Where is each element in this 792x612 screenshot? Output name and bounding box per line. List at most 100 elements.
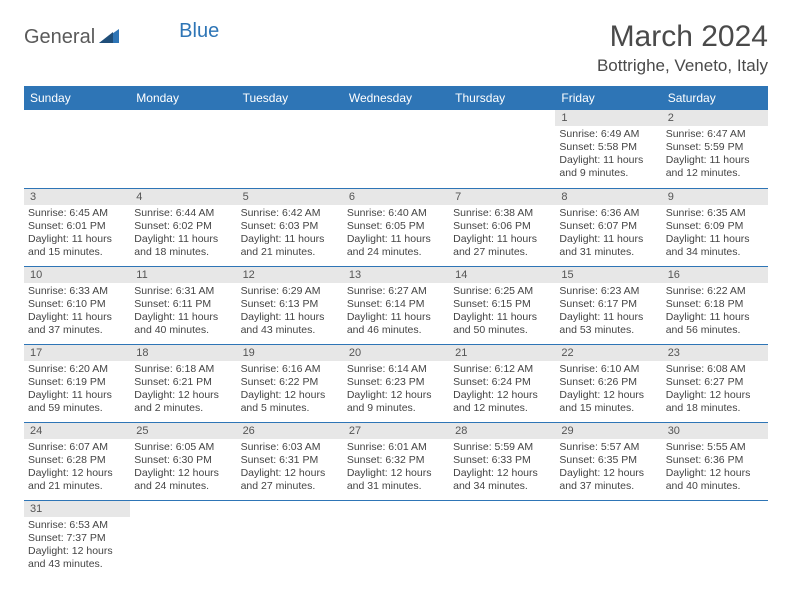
day-number: 11	[130, 267, 236, 283]
day-number: 18	[130, 345, 236, 361]
calendar-day: 17Sunrise: 6:20 AMSunset: 6:19 PMDayligh…	[24, 344, 130, 422]
calendar-day: 31Sunrise: 6:53 AMSunset: 7:37 PMDayligh…	[24, 500, 130, 578]
day-number: 16	[662, 267, 768, 283]
day-number: 26	[237, 423, 343, 439]
calendar-day: 14Sunrise: 6:25 AMSunset: 6:15 PMDayligh…	[449, 266, 555, 344]
calendar-week: 3Sunrise: 6:45 AMSunset: 6:01 PMDaylight…	[24, 188, 768, 266]
day-header: Thursday	[449, 86, 555, 110]
calendar-empty	[449, 500, 555, 578]
sunrise-text: Sunrise: 5:57 AM	[559, 441, 657, 454]
calendar-day: 25 Sunrise: 6:05 AMSunset: 6:30 PMDayligh…	[130, 422, 236, 500]
calendar-day: 12Sunrise: 6:29 AMSunset: 6:13 PMDayligh…	[237, 266, 343, 344]
sunset-text: Sunset: 6:09 PM	[666, 220, 764, 233]
day-details: Sunrise: 6:27 AMSunset: 6:14 PMDaylight:…	[343, 283, 449, 342]
sunset-text: Sunset: 6:15 PM	[453, 298, 551, 311]
calendar-day: 4Sunrise: 6:44 AMSunset: 6:02 PMDaylight…	[130, 188, 236, 266]
sunset-text: Sunset: 6:10 PM	[28, 298, 126, 311]
location-text: Bottrighe, Veneto, Italy	[597, 56, 768, 76]
daylight-text: Daylight: 12 hours and 37 minutes.	[559, 467, 657, 493]
sunset-text: Sunset: 6:30 PM	[134, 454, 232, 467]
calendar-day: 27Sunrise: 6:01 AMSunset: 6:32 PMDayligh…	[343, 422, 449, 500]
calendar-empty	[130, 500, 236, 578]
day-details: Sunrise: 6:38 AMSunset: 6:06 PMDaylight:…	[449, 205, 555, 264]
day-details: Sunrise: 6:33 AMSunset: 6:10 PMDaylight:…	[24, 283, 130, 342]
calendar-day: 13Sunrise: 6:27 AMSunset: 6:14 PMDayligh…	[343, 266, 449, 344]
day-number: 28	[449, 423, 555, 439]
sunset-text: Sunset: 6:31 PM	[241, 454, 339, 467]
daylight-text: Daylight: 12 hours and 34 minutes.	[453, 467, 551, 493]
day-header: Tuesday	[237, 86, 343, 110]
day-details: Sunrise: 6:25 AMSunset: 6:15 PMDaylight:…	[449, 283, 555, 342]
sunset-text: Sunset: 7:37 PM	[28, 532, 126, 545]
daylight-text: Daylight: 11 hours and 46 minutes.	[347, 311, 445, 337]
day-number: 9	[662, 189, 768, 205]
sunset-text: Sunset: 6:14 PM	[347, 298, 445, 311]
sunset-text: Sunset: 6:36 PM	[666, 454, 764, 467]
day-number: 30	[662, 423, 768, 439]
day-details: Sunrise: 6:18 AMSunset: 6:21 PMDaylight:…	[130, 361, 236, 420]
day-number: 7	[449, 189, 555, 205]
day-details: Sunrise: 6:47 AMSunset: 5:59 PMDaylight:…	[662, 126, 768, 185]
calendar-day: 3Sunrise: 6:45 AMSunset: 6:01 PMDaylight…	[24, 188, 130, 266]
daylight-text: Daylight: 12 hours and 24 minutes.	[134, 467, 232, 493]
calendar-day: 24Sunrise: 6:07 AMSunset: 6:28 PMDayligh…	[24, 422, 130, 500]
daylight-text: Daylight: 12 hours and 2 minutes.	[134, 389, 232, 415]
sunset-text: Sunset: 6:19 PM	[28, 376, 126, 389]
sunset-text: Sunset: 6:02 PM	[134, 220, 232, 233]
sunrise-text: Sunrise: 6:10 AM	[559, 363, 657, 376]
daylight-text: Daylight: 12 hours and 31 minutes.	[347, 467, 445, 493]
calendar-empty	[343, 110, 449, 188]
day-details: Sunrise: 6:53 AMSunset: 7:37 PMDaylight:…	[24, 517, 130, 576]
sunrise-text: Sunrise: 6:49 AM	[559, 128, 657, 141]
sunset-text: Sunset: 6:26 PM	[559, 376, 657, 389]
daylight-text: Daylight: 12 hours and 18 minutes.	[666, 389, 764, 415]
day-number: 19	[237, 345, 343, 361]
daylight-text: Daylight: 12 hours and 21 minutes.	[28, 467, 126, 493]
sunrise-text: Sunrise: 6:22 AM	[666, 285, 764, 298]
day-number: 17	[24, 345, 130, 361]
sunrise-text: Sunrise: 6:05 AM	[134, 441, 232, 454]
daylight-text: Daylight: 12 hours and 12 minutes.	[453, 389, 551, 415]
day-number: 15	[555, 267, 661, 283]
day-details: Sunrise: 5:55 AMSunset: 6:36 PMDaylight:…	[662, 439, 768, 498]
day-details: Sunrise: 6:22 AMSunset: 6:18 PMDaylight:…	[662, 283, 768, 342]
day-number: 13	[343, 267, 449, 283]
day-details: Sunrise: 6:35 AMSunset: 6:09 PMDaylight:…	[662, 205, 768, 264]
day-details: Sunrise: 6:42 AMSunset: 6:03 PMDaylight:…	[237, 205, 343, 264]
sunrise-text: Sunrise: 6:31 AM	[134, 285, 232, 298]
calendar-week: 1 Sunrise: 6:49 AMSunset: 5:58 PM Daylight…	[24, 110, 768, 188]
sunrise-text: Sunrise: 6:29 AM	[241, 285, 339, 298]
sunset-text: Sunset: 6:22 PM	[241, 376, 339, 389]
calendar-day: 9Sunrise: 6:35 AMSunset: 6:09 PMDaylight…	[662, 188, 768, 266]
sunset-text: Sunset: 6:28 PM	[28, 454, 126, 467]
daylight-text: Daylight: 11 hours and 59 minutes.	[28, 389, 126, 415]
day-number: 25	[130, 423, 236, 439]
day-number: 1	[555, 110, 661, 126]
sunset-text: Sunset: 6:21 PM	[134, 376, 232, 389]
sunrise-text: Sunrise: 6:01 AM	[347, 441, 445, 454]
day-details: Sunrise: 6:20 AMSunset: 6:19 PMDaylight:…	[24, 361, 130, 420]
day-number: 8	[555, 189, 661, 205]
calendar-day: 30Sunrise: 5:55 AMSunset: 6:36 PMDayligh…	[662, 422, 768, 500]
daylight-text: Daylight: 11 hours and 24 minutes.	[347, 233, 445, 259]
day-details: Sunrise: 6:31 AMSunset: 6:11 PMDaylight:…	[130, 283, 236, 342]
calendar-day: 5Sunrise: 6:42 AMSunset: 6:03 PMDaylight…	[237, 188, 343, 266]
sunset-text: Sunset: 5:58 PM	[559, 141, 657, 154]
calendar-day: 20Sunrise: 6:14 AMSunset: 6:23 PMDayligh…	[343, 344, 449, 422]
daylight-text: Daylight: 11 hours and 12 minutes.	[666, 154, 764, 180]
sunset-text: Sunset: 6:33 PM	[453, 454, 551, 467]
day-header: Friday	[555, 86, 661, 110]
calendar-table: SundayMondayTuesdayWednesdayThursdayFrid…	[24, 86, 768, 578]
day-number: 4	[130, 189, 236, 205]
day-details: Sunrise: 6:03 AMSunset: 6:31 PMDaylight:…	[237, 439, 343, 498]
daylight-text: Daylight: 11 hours and 40 minutes.	[134, 311, 232, 337]
daylight-text: Daylight: 11 hours and 27 minutes.	[453, 233, 551, 259]
logo-triangle-icon	[99, 27, 119, 48]
day-number: 22	[555, 345, 661, 361]
sunrise-text: Sunrise: 6:20 AM	[28, 363, 126, 376]
day-number: 5	[237, 189, 343, 205]
calendar-day: 18Sunrise: 6:18 AMSunset: 6:21 PMDayligh…	[130, 344, 236, 422]
logo-text-general: General	[24, 26, 95, 49]
sunset-text: Sunset: 6:27 PM	[666, 376, 764, 389]
day-number: 10	[24, 267, 130, 283]
